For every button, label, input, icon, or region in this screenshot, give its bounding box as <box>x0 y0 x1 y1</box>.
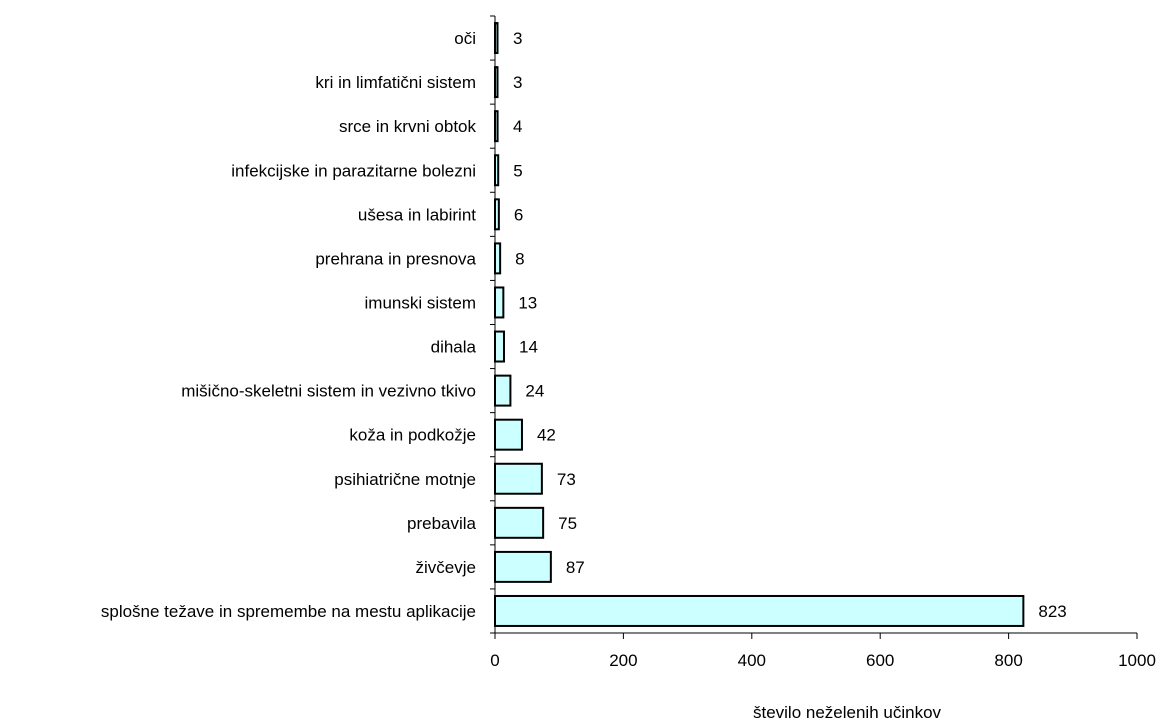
category-label: dihala <box>431 338 477 357</box>
data-label: 823 <box>1038 602 1066 621</box>
category-label: psihiatrične motnje <box>334 470 476 489</box>
category-label: prebavila <box>407 514 477 533</box>
data-label: 3 <box>513 29 522 48</box>
data-label: 75 <box>558 514 577 533</box>
x-tick-label: 800 <box>994 651 1022 670</box>
category-label: živčevje <box>416 558 476 577</box>
bar <box>494 330 505 363</box>
data-label: 6 <box>514 205 523 224</box>
category-label: imunski sistem <box>365 293 476 312</box>
category-label: ušesa in labirint <box>358 205 476 224</box>
bars-layer <box>494 22 1025 627</box>
x-tick-label: 400 <box>738 651 766 670</box>
data-label: 8 <box>515 249 524 268</box>
x-tick-label: 200 <box>609 651 637 670</box>
labels-layer: 0 200 400 600 800 1000 oči 3 kri in limfatični s… <box>101 29 1156 670</box>
bar <box>494 418 523 451</box>
data-label: 5 <box>513 161 522 180</box>
data-label: 13 <box>518 293 537 312</box>
axis-layer <box>490 15 1138 639</box>
data-label: 14 <box>519 338 538 357</box>
bar <box>494 374 512 407</box>
bar <box>494 550 552 583</box>
data-label: 87 <box>566 558 585 577</box>
bar <box>494 594 1025 627</box>
bar <box>494 506 545 539</box>
category-label: mišično-skeletni sistem in vezivno tkivo <box>181 382 476 401</box>
bar <box>494 286 505 319</box>
category-label: splošne težave in spremembe na mestu apl… <box>101 602 476 621</box>
data-label: 3 <box>513 73 522 92</box>
category-label: prehrana in presnova <box>315 249 476 268</box>
bar <box>494 462 543 495</box>
category-label: koža in podkožje <box>349 426 476 445</box>
data-label: 42 <box>537 426 556 445</box>
x-tick-label: 600 <box>866 651 894 670</box>
bar <box>494 242 502 275</box>
category-label: infekcijske in parazitarne bolezni <box>231 161 476 180</box>
bar <box>494 198 500 231</box>
category-label: srce in krvni obtok <box>339 117 476 136</box>
x-tick-label: 1000 <box>1118 651 1156 670</box>
category-label: kri in limfatični sistem <box>315 73 476 92</box>
data-label: 24 <box>525 382 544 401</box>
category-label: oči <box>454 29 476 48</box>
x-tick-label: 0 <box>490 651 499 670</box>
data-label: 73 <box>557 470 576 489</box>
data-label: 4 <box>513 117 522 136</box>
x-axis-title: število neželenih učinkov <box>753 703 942 722</box>
